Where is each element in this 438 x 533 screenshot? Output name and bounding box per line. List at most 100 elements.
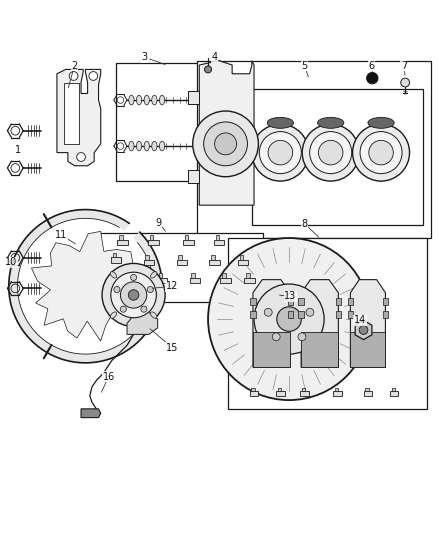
Polygon shape xyxy=(301,280,338,367)
Bar xyxy=(383,311,388,318)
Text: 16: 16 xyxy=(102,372,115,382)
Polygon shape xyxy=(215,236,219,240)
Polygon shape xyxy=(9,209,162,363)
Circle shape xyxy=(359,326,368,334)
Circle shape xyxy=(128,290,139,300)
Text: 2: 2 xyxy=(71,61,78,71)
Circle shape xyxy=(120,306,126,312)
Circle shape xyxy=(215,133,237,155)
Polygon shape xyxy=(253,332,290,367)
Ellipse shape xyxy=(151,312,157,318)
Polygon shape xyxy=(301,332,338,367)
Text: 3: 3 xyxy=(141,52,148,62)
Ellipse shape xyxy=(110,312,117,318)
Circle shape xyxy=(147,287,153,293)
Bar xyxy=(390,391,399,395)
Circle shape xyxy=(131,274,137,280)
Bar xyxy=(251,311,256,318)
Bar xyxy=(209,260,220,265)
Bar xyxy=(287,298,293,305)
Polygon shape xyxy=(222,273,226,278)
Polygon shape xyxy=(199,61,254,205)
Circle shape xyxy=(205,66,212,73)
Circle shape xyxy=(102,263,165,327)
Circle shape xyxy=(268,140,293,165)
Polygon shape xyxy=(64,83,79,144)
Circle shape xyxy=(277,307,301,332)
Bar xyxy=(336,298,341,305)
Bar xyxy=(348,311,353,318)
Polygon shape xyxy=(32,231,133,341)
Polygon shape xyxy=(188,91,199,104)
Ellipse shape xyxy=(151,272,157,278)
Polygon shape xyxy=(246,273,250,278)
Ellipse shape xyxy=(368,117,394,128)
Circle shape xyxy=(298,333,306,341)
Bar xyxy=(250,391,258,395)
Circle shape xyxy=(367,72,378,84)
Polygon shape xyxy=(127,312,158,334)
Bar xyxy=(177,260,187,265)
Circle shape xyxy=(310,132,352,174)
Bar xyxy=(228,238,427,409)
Polygon shape xyxy=(392,387,395,391)
Polygon shape xyxy=(57,69,101,166)
Bar xyxy=(299,298,304,305)
Text: 11: 11 xyxy=(55,230,67,240)
Bar xyxy=(157,278,167,283)
Bar xyxy=(220,278,231,283)
Polygon shape xyxy=(159,273,162,278)
Bar xyxy=(183,240,194,245)
Text: 6: 6 xyxy=(368,61,374,71)
Bar xyxy=(276,391,285,395)
Text: 1: 1 xyxy=(14,146,21,156)
Polygon shape xyxy=(278,387,281,391)
Polygon shape xyxy=(119,236,123,240)
Polygon shape xyxy=(253,280,290,367)
Bar xyxy=(214,240,224,245)
Circle shape xyxy=(360,132,402,174)
Circle shape xyxy=(114,287,120,293)
Polygon shape xyxy=(240,255,243,260)
Polygon shape xyxy=(126,273,129,278)
Polygon shape xyxy=(81,409,101,418)
Polygon shape xyxy=(191,273,195,278)
Text: 5: 5 xyxy=(301,61,307,71)
Bar xyxy=(148,240,159,245)
Circle shape xyxy=(272,333,280,341)
Circle shape xyxy=(318,140,343,165)
Polygon shape xyxy=(365,387,369,391)
Circle shape xyxy=(89,71,98,80)
Polygon shape xyxy=(211,255,215,260)
Bar xyxy=(111,257,121,263)
Polygon shape xyxy=(145,255,149,260)
Text: 4: 4 xyxy=(212,52,218,62)
Polygon shape xyxy=(350,280,385,367)
Polygon shape xyxy=(355,320,372,340)
Text: 7: 7 xyxy=(401,61,407,71)
Circle shape xyxy=(369,140,393,165)
Text: 9: 9 xyxy=(155,217,162,228)
Bar xyxy=(124,278,134,283)
Circle shape xyxy=(141,306,147,312)
Ellipse shape xyxy=(159,141,165,151)
Circle shape xyxy=(208,238,370,400)
Text: 15: 15 xyxy=(166,343,178,352)
Ellipse shape xyxy=(159,95,165,105)
Ellipse shape xyxy=(267,117,293,128)
Polygon shape xyxy=(178,255,182,260)
Ellipse shape xyxy=(318,117,344,128)
Polygon shape xyxy=(150,236,153,240)
Circle shape xyxy=(259,132,301,174)
Bar xyxy=(300,391,309,395)
Ellipse shape xyxy=(110,272,117,278)
Polygon shape xyxy=(335,387,338,391)
Circle shape xyxy=(401,78,410,87)
Circle shape xyxy=(254,284,324,354)
Ellipse shape xyxy=(144,141,149,151)
Ellipse shape xyxy=(129,141,134,151)
Circle shape xyxy=(111,272,156,318)
Ellipse shape xyxy=(129,95,134,105)
Bar xyxy=(190,278,200,283)
Bar xyxy=(336,311,341,318)
